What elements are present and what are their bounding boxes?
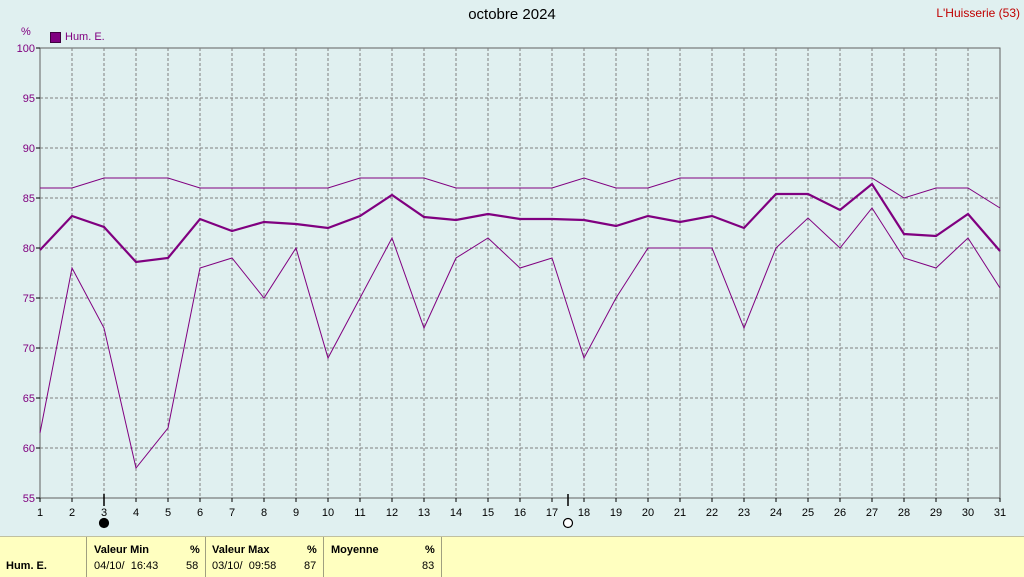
x-tick-label: 15 xyxy=(482,507,494,519)
series-line-maximum xyxy=(40,177,1001,209)
x-tick-label: 3 xyxy=(101,507,107,519)
x-tick-label: 22 xyxy=(706,507,718,519)
y-tick-label: 90 xyxy=(23,143,35,155)
min-unit: % xyxy=(190,544,200,556)
x-tick-label: 27 xyxy=(866,507,878,519)
x-tick-label: 20 xyxy=(642,507,654,519)
station-name: L'Huisserie (53) xyxy=(936,6,1020,20)
y-tick-label: 95 xyxy=(23,93,35,105)
x-tick-label: 5 xyxy=(165,507,171,519)
y-tick-label: 65 xyxy=(23,393,35,405)
avg-value: 83 xyxy=(422,560,435,572)
max-when: 03/10/ 09:58 xyxy=(212,560,277,572)
stats-divider xyxy=(441,537,442,577)
x-tick-label: 1 xyxy=(37,507,43,519)
series-line-minimum xyxy=(39,207,1001,470)
y-tick-label: 70 xyxy=(23,343,35,355)
x-tick-label: 2 xyxy=(69,507,75,519)
x-tick-label: 24 xyxy=(770,507,782,519)
legend: Hum. E. xyxy=(50,31,105,43)
y-tick-label: 100 xyxy=(17,43,35,55)
min-when: 04/10/ 16:43 xyxy=(94,560,159,572)
x-tick-label: 23 xyxy=(738,507,750,519)
stats-row-label: Hum. E. xyxy=(6,560,47,572)
y-axis-unit: % xyxy=(21,26,31,38)
x-tick-label: 29 xyxy=(930,507,942,519)
stats-divider xyxy=(323,537,324,577)
max-value: 87 xyxy=(304,560,317,572)
x-tick-label: 21 xyxy=(674,507,686,519)
x-tick-label: 17 xyxy=(546,507,558,519)
legend-label: Hum. E. xyxy=(65,31,105,43)
legend-swatch xyxy=(50,31,61,43)
stats-divider xyxy=(205,537,206,577)
stats-panel: Hum. E. Valeur Min % 04/10/ 16:43 58 Val… xyxy=(0,536,1024,577)
chart: 1 2 3 4 5 6 7 8 9 10 11 12 13 14 15 16 17 18 19 20 21 22 23 24 2… xyxy=(17,43,1006,529)
x-tick-label: 6 xyxy=(197,507,203,519)
x-tick-label: 11 xyxy=(354,507,365,519)
x-tick-label: 9 xyxy=(293,507,299,519)
x-tick-label: 8 xyxy=(261,507,267,519)
series-line-average xyxy=(39,182,1001,264)
x-tick-label: 13 xyxy=(418,507,430,519)
full-moon-icon xyxy=(562,517,574,529)
new-moon-icon xyxy=(98,517,110,529)
x-tick-label: 19 xyxy=(610,507,622,519)
min-value: 58 xyxy=(186,560,199,572)
avg-unit: % xyxy=(425,544,435,556)
x-tick-label: 28 xyxy=(898,507,910,519)
x-tick-label: 25 xyxy=(802,507,814,519)
avg-label: Moyenne xyxy=(331,544,379,556)
x-tick-label: 10 xyxy=(322,507,334,519)
x-tick-label: 4 xyxy=(133,507,139,519)
y-tick-label: 80 xyxy=(23,243,35,255)
x-tick-label: 12 xyxy=(386,507,398,519)
max-unit: % xyxy=(307,544,317,556)
max-label: Valeur Max xyxy=(212,544,270,556)
y-tick-label: 75 xyxy=(23,293,35,305)
x-tick-label: 16 xyxy=(514,507,526,519)
stats-divider xyxy=(86,537,87,577)
x-tick-label: 26 xyxy=(834,507,846,519)
x-tick-label: 30 xyxy=(962,507,974,519)
min-label: Valeur Min xyxy=(94,544,150,556)
x-tick-label: 18 xyxy=(578,507,590,519)
x-tick-label: 31 xyxy=(994,507,1006,519)
chart-title: octobre 2024 xyxy=(468,6,556,23)
y-tick-label: 55 xyxy=(23,493,35,505)
y-tick-label: 60 xyxy=(23,443,35,455)
y-tick-label: 85 xyxy=(23,193,35,205)
x-tick-label: 14 xyxy=(450,507,462,519)
x-tick-label: 7 xyxy=(229,507,235,519)
